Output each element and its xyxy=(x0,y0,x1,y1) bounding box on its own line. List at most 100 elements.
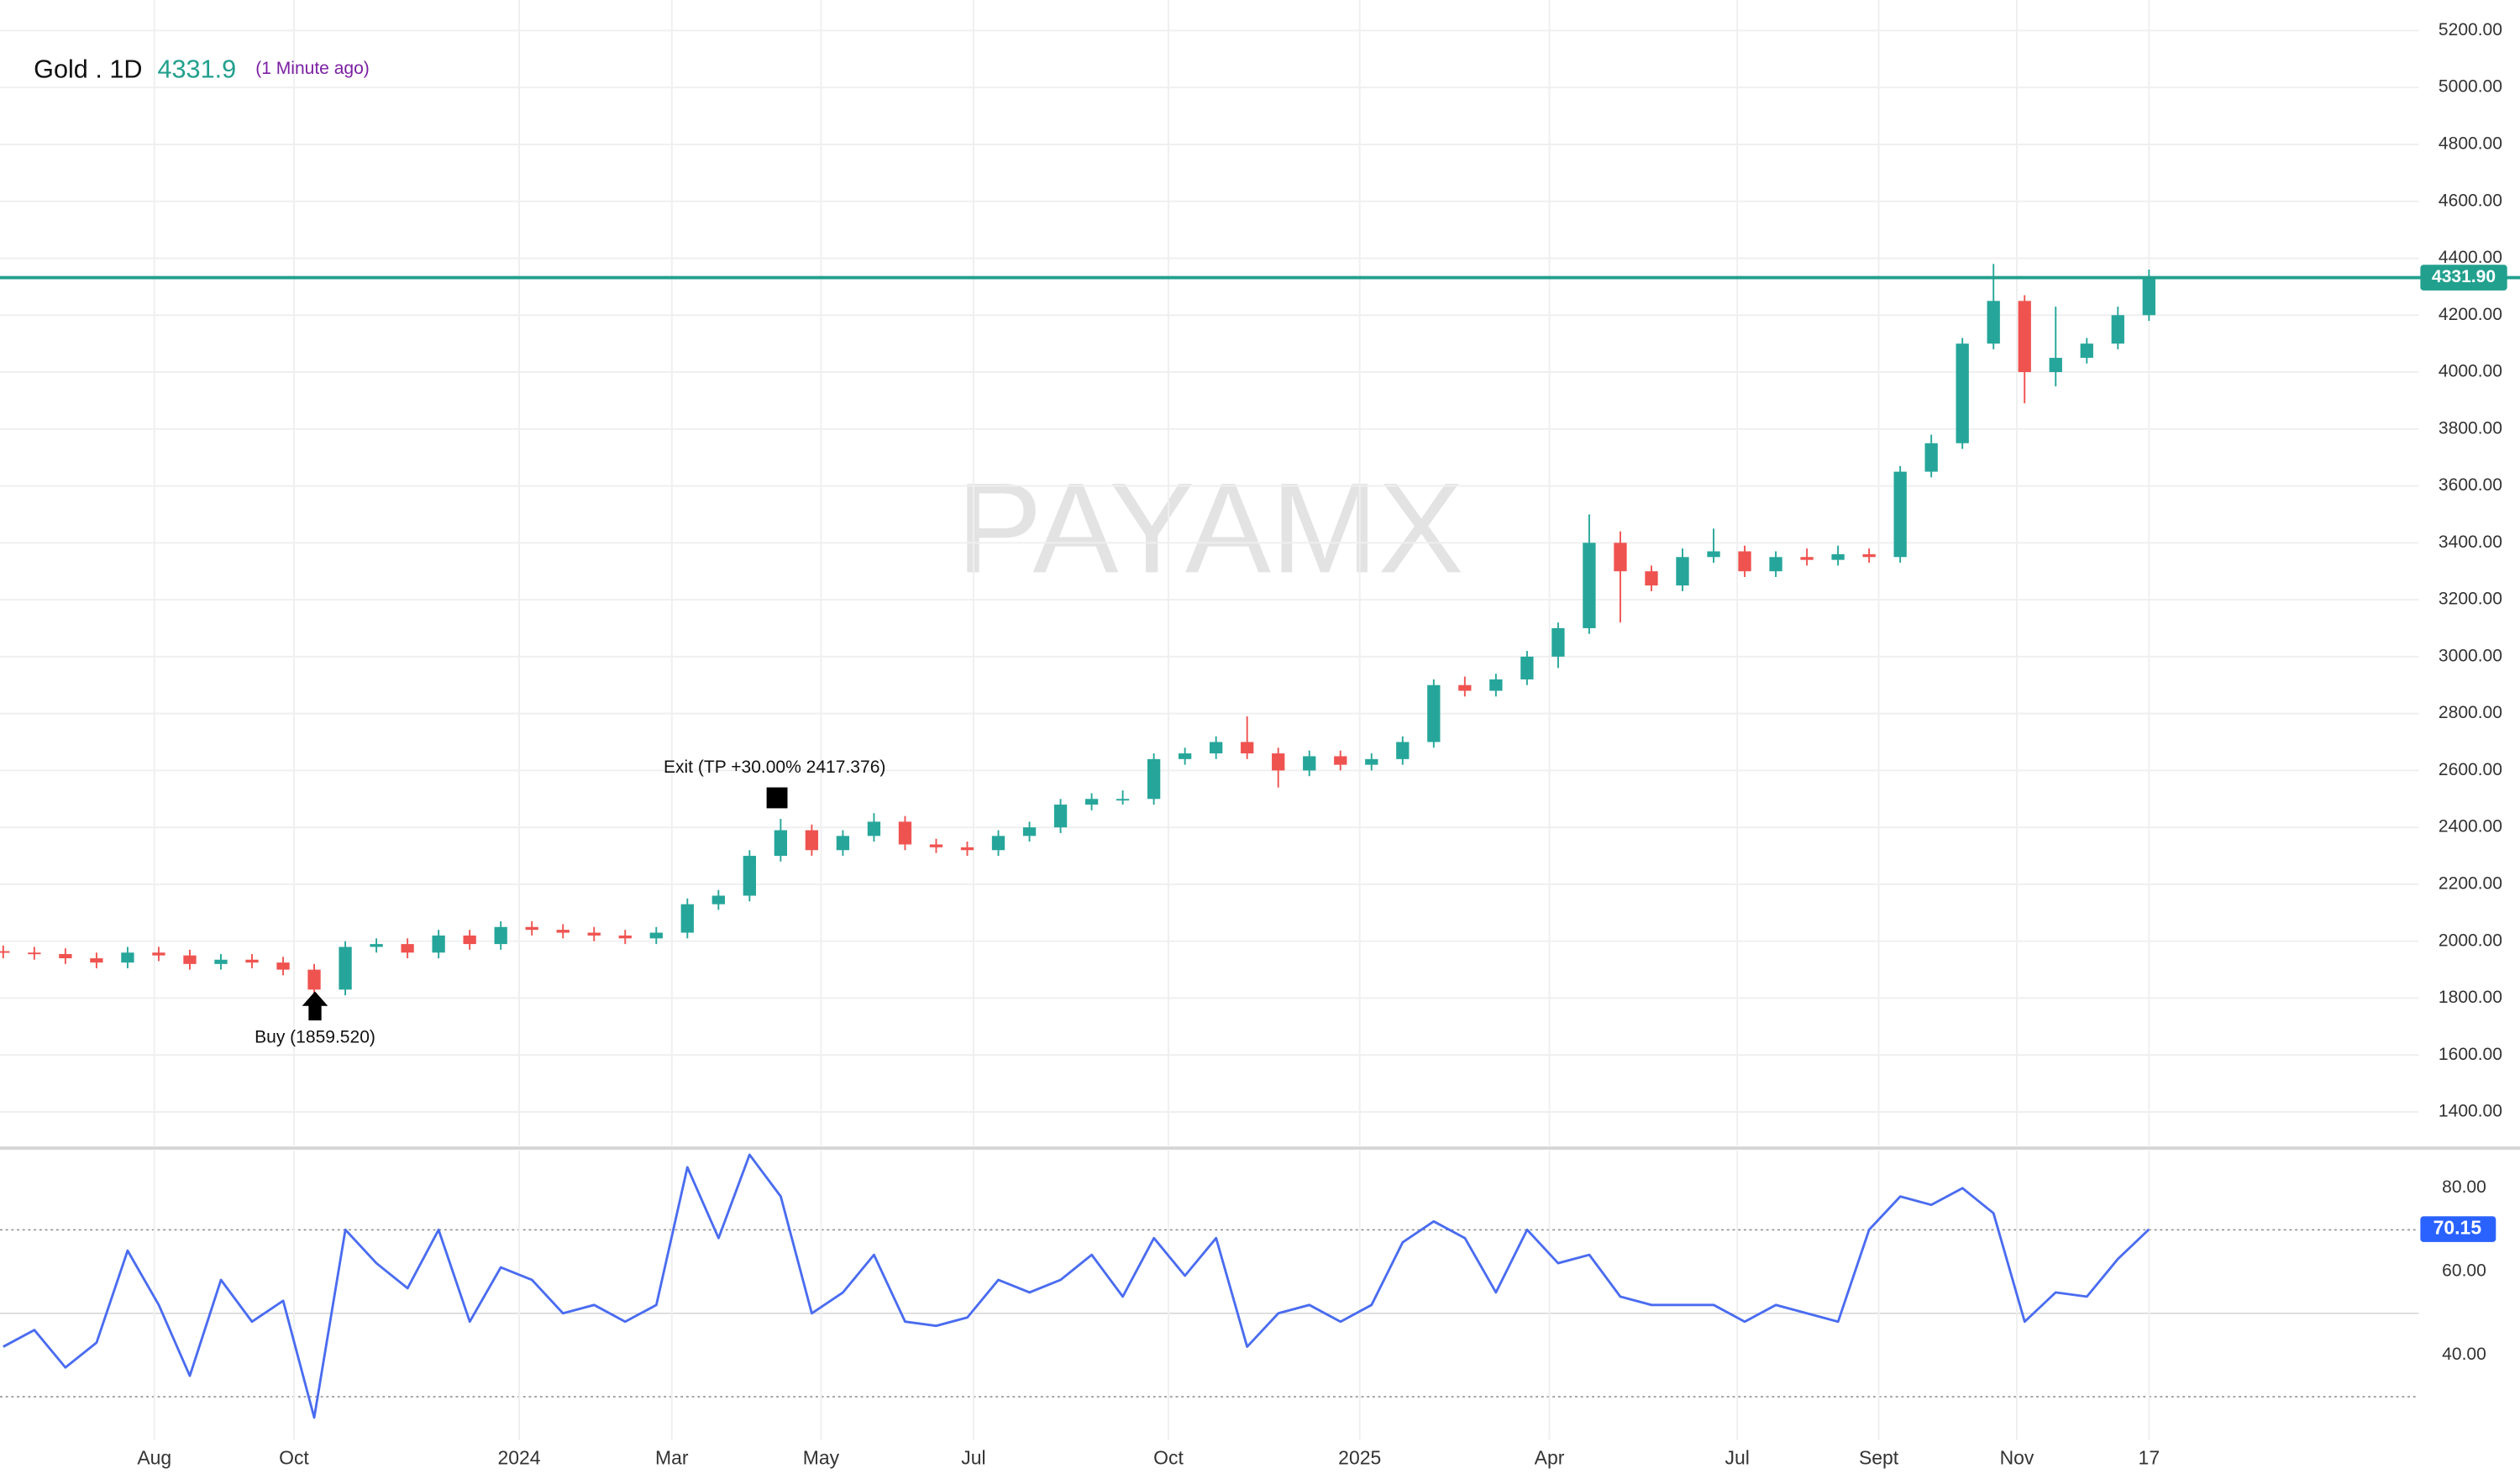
candle-body xyxy=(2018,301,2031,373)
x-tick-label: Mar xyxy=(655,1446,689,1468)
candle-body xyxy=(1427,684,1441,742)
rsi-label-box xyxy=(2420,1216,2496,1242)
candle-body xyxy=(1800,557,1814,560)
candle-body xyxy=(618,935,632,939)
x-tick-label: Aug xyxy=(137,1446,171,1468)
candle-body xyxy=(432,935,445,953)
candle-body xyxy=(649,932,663,939)
candle-body xyxy=(214,959,228,964)
y-tick-label: 3200.00 xyxy=(2439,590,2502,609)
candle-body xyxy=(2142,278,2155,316)
x-tick-label: Jul xyxy=(961,1446,985,1468)
candle-body xyxy=(774,830,788,857)
x-tick-label: Sept xyxy=(1859,1446,1899,1468)
candle-body xyxy=(743,856,756,896)
x-tick-label: Apr xyxy=(1535,1446,1565,1468)
y-tick-label: 1600.00 xyxy=(2439,1045,2502,1064)
candle-body xyxy=(1738,551,1751,572)
candle-body xyxy=(339,947,352,990)
candle-body xyxy=(1831,553,1845,560)
candle-body xyxy=(680,904,694,933)
y-tick-label: 1800.00 xyxy=(2439,988,2502,1007)
candle-body xyxy=(1396,742,1410,759)
exit-marker xyxy=(766,787,788,809)
candle-body xyxy=(1489,679,1503,691)
candle-body xyxy=(1053,805,1068,828)
candle-body xyxy=(245,959,259,963)
candle-body xyxy=(1893,471,1907,558)
y-tick-label: 3800.00 xyxy=(2439,418,2502,438)
candle-body xyxy=(0,951,10,953)
x-tick-label: Oct xyxy=(1153,1446,1184,1468)
candle-body xyxy=(525,926,538,931)
candle-body xyxy=(90,958,103,963)
candle-body xyxy=(28,952,41,955)
candle-body xyxy=(463,935,476,945)
candle-body xyxy=(401,944,414,953)
x-tick-label: 2025 xyxy=(1338,1446,1381,1468)
candle-body xyxy=(1707,551,1720,558)
x-tick-label: Jul xyxy=(1725,1446,1749,1468)
candle-body xyxy=(121,952,134,963)
candle-body xyxy=(1458,684,1472,691)
y-tick-label: 3000.00 xyxy=(2439,646,2502,665)
candle-body xyxy=(370,944,383,947)
x-tick-label: 2024 xyxy=(498,1446,541,1468)
candle-body xyxy=(1022,827,1037,836)
candle-body xyxy=(1987,301,2000,344)
candle-body xyxy=(2111,315,2124,344)
candle-body xyxy=(1583,543,1596,628)
y-tick-label: 40.00 xyxy=(2442,1345,2486,1364)
x-tick-label: 17 xyxy=(2139,1446,2160,1468)
candle-body xyxy=(1862,553,1876,558)
x-tick-label: Oct xyxy=(279,1446,309,1468)
candle-body xyxy=(276,962,290,970)
watermark: PAYAMX xyxy=(957,456,1464,600)
rsi-label: 70.15 xyxy=(2433,1217,2482,1239)
candle-body xyxy=(59,953,72,959)
candle-body xyxy=(867,821,881,836)
y-tick-label: 5000.00 xyxy=(2439,77,2502,97)
y-tick-label: 2200.00 xyxy=(2439,873,2502,893)
price-label: 4331.90 xyxy=(2432,267,2496,286)
candle-body xyxy=(1551,627,1565,657)
candle-body xyxy=(898,821,912,845)
candle-body xyxy=(805,830,819,851)
y-tick-label: 80.00 xyxy=(2442,1177,2486,1197)
candle-body xyxy=(556,930,570,933)
last-update: (1 Minute ago) xyxy=(255,59,370,78)
x-tick-label: Nov xyxy=(2000,1446,2034,1468)
price-label-box xyxy=(2420,265,2507,291)
exit-annotation: Exit (TP +30.00% 2417.376) xyxy=(664,758,885,777)
candle-body xyxy=(1365,758,1378,765)
last-price: 4331.9 xyxy=(157,55,236,83)
candle-body xyxy=(1210,742,1223,754)
y-tick-label: 4200.00 xyxy=(2439,305,2502,324)
rsi-line xyxy=(3,1153,2150,1419)
candle-body xyxy=(1769,557,1782,572)
candle-body xyxy=(1676,557,1689,586)
candle-body xyxy=(1956,343,1969,443)
y-tick-label: 2800.00 xyxy=(2439,703,2502,722)
candle-body xyxy=(1924,443,1938,472)
candle-body xyxy=(1520,656,1534,679)
y-tick-label: 2400.00 xyxy=(2439,817,2502,836)
candle-body xyxy=(1241,742,1254,754)
candle-body xyxy=(1334,756,1347,765)
y-tick-label: 3400.00 xyxy=(2439,532,2502,552)
y-tick-label: 2000.00 xyxy=(2439,931,2502,950)
y-tick-label: 60.00 xyxy=(2442,1261,2486,1281)
candle-body xyxy=(960,847,974,851)
y-tick-label: 4600.00 xyxy=(2439,191,2502,210)
y-tick-label: 2600.00 xyxy=(2439,760,2502,779)
candle-body xyxy=(1116,799,1130,801)
candle-body xyxy=(929,844,943,847)
candle-body xyxy=(1272,753,1285,771)
candle-body xyxy=(1084,799,1099,805)
candle-body xyxy=(152,952,165,956)
buy-annotation: Buy (1859.520) xyxy=(255,1028,375,1047)
candle-body xyxy=(2080,343,2093,359)
